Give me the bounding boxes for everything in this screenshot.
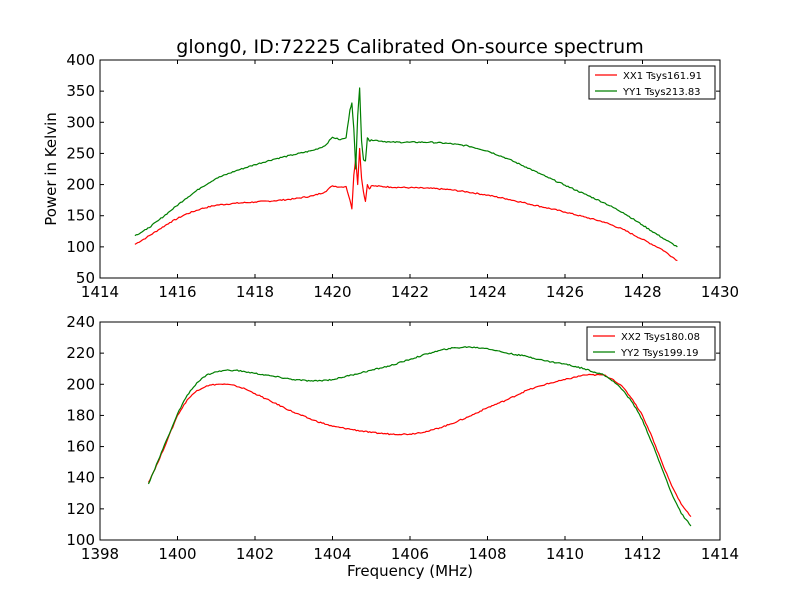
series-line-yy <box>134 87 678 248</box>
y-tick-label: 160 <box>66 438 95 456</box>
y-axis-label: Power in Kelvin <box>42 112 60 226</box>
y-tick-label: 180 <box>66 406 95 424</box>
x-tick-label: 1420 <box>313 283 351 301</box>
x-tick-label: 1422 <box>391 283 429 301</box>
series-line-xx <box>134 147 678 262</box>
x-tick-label: 1424 <box>468 283 506 301</box>
x-tick-label: 1400 <box>158 545 196 563</box>
y-tick-label: 100 <box>66 531 95 549</box>
y-tick-label: 350 <box>66 82 95 100</box>
y-tick-label: 50 <box>76 269 95 287</box>
x-tick-label: 1406 <box>391 545 429 563</box>
x-tick-label: 1430 <box>701 283 739 301</box>
x-tick-label: 1414 <box>81 283 119 301</box>
chart-title: glong0, ID:72225 Calibrated On-source sp… <box>176 36 643 58</box>
y-tick-label: 120 <box>66 500 95 518</box>
legend-label: YY1 Tsys213.83 <box>622 87 701 98</box>
legend-label: XX2 Tsys180.08 <box>621 332 700 343</box>
y-tick-label: 200 <box>66 375 95 393</box>
y-tick-label: 300 <box>66 113 95 131</box>
series-line-yy <box>147 346 692 527</box>
x-tick-label: 1426 <box>546 283 584 301</box>
x-tick-label: 1414 <box>701 545 739 563</box>
x-axis-label: Frequency (MHz) <box>347 562 473 580</box>
x-tick-label: 1402 <box>236 545 274 563</box>
legend-label: XX1 Tsys161.91 <box>623 71 702 82</box>
x-tick-label: 1428 <box>623 283 661 301</box>
x-tick-label: 1410 <box>546 545 584 563</box>
x-tick-label: 1408 <box>468 545 506 563</box>
y-tick-label: 100 <box>66 238 95 256</box>
legend-box <box>586 326 716 361</box>
y-tick-label: 220 <box>66 344 95 362</box>
y-tick-label: 250 <box>66 144 95 162</box>
y-tick-label: 140 <box>66 469 95 487</box>
x-tick-label: 1416 <box>158 283 196 301</box>
x-tick-label: 1398 <box>81 545 119 563</box>
legend-box <box>588 65 716 100</box>
bottom-plot: 1398 1400 1402 1404 1406 1408 1410 1412 1414 100 1… <box>66 313 739 580</box>
x-tick-label: 1412 <box>623 545 661 563</box>
y-tick-label: 200 <box>66 176 95 194</box>
y-tick-label: 400 <box>66 51 95 69</box>
y-tick-label: 240 <box>66 313 95 331</box>
x-tick-label: 1404 <box>313 545 351 563</box>
y-tick-label: 150 <box>66 207 95 225</box>
top-plot: 1414 1416 1418 1420 1422 1424 1426 1428 1430 50 10… <box>42 51 739 301</box>
x-tick-label: 1418 <box>236 283 274 301</box>
legend-label: YY2 Tsys199.19 <box>620 348 699 359</box>
series-line-xx <box>147 373 692 518</box>
